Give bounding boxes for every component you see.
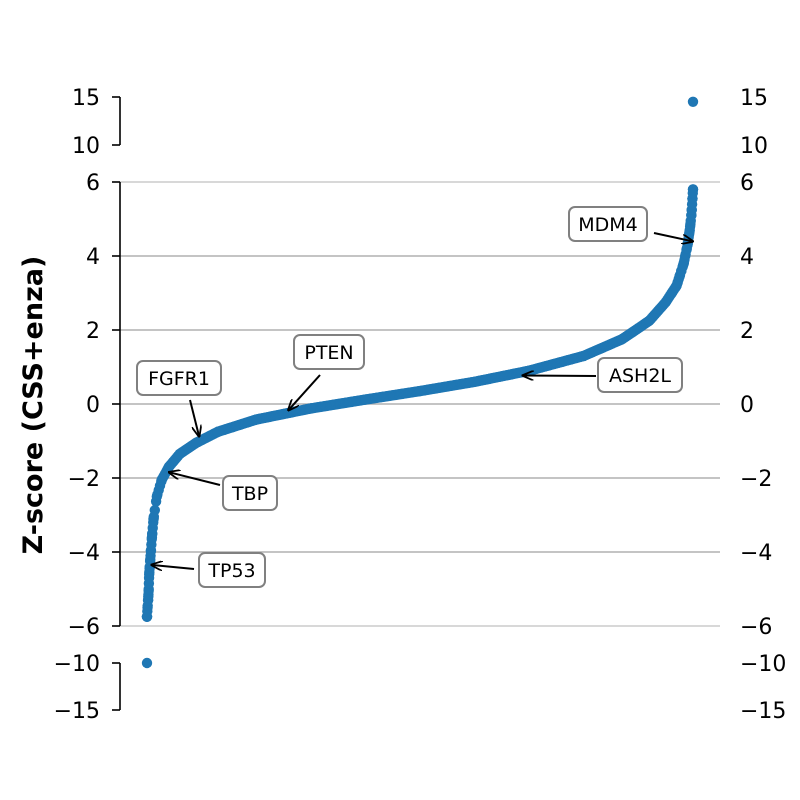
y-tick-label-left: −6 — [68, 615, 100, 640]
y-tick-label-right: 10 — [740, 134, 768, 159]
annotation-box — [597, 357, 683, 393]
y-tick-label-left: 10 — [72, 134, 100, 159]
y-tick-label-right: 4 — [740, 245, 754, 270]
annotation-arrow — [170, 472, 221, 486]
data-point — [163, 461, 175, 473]
annotation-box — [568, 206, 648, 242]
data-point — [360, 394, 371, 405]
axes — [112, 96, 121, 711]
y-tick-label-right: −15 — [740, 699, 786, 724]
data-point — [212, 426, 224, 437]
annotation-arrow — [189, 399, 199, 435]
data-point — [190, 437, 202, 449]
data-point — [660, 297, 671, 308]
y-tick-label-left: −2 — [68, 467, 100, 492]
y-tick-label-left: −15 — [54, 699, 100, 724]
data-point — [174, 448, 185, 460]
data-point — [644, 315, 655, 326]
annotation-label: MDM4 — [578, 214, 638, 236]
y-tick-label-left: 0 — [86, 393, 100, 418]
data-point — [156, 474, 167, 486]
y-tick-label-right: −6 — [740, 615, 772, 640]
y-tick-label-right: 6 — [740, 171, 754, 196]
data-point — [578, 350, 589, 362]
annotation-arrow — [289, 374, 321, 410]
y-axis-title: Z-score (CSS+enza) — [18, 256, 49, 555]
data-point — [414, 385, 426, 397]
data-point — [616, 334, 628, 345]
y-tick-label-right: 15 — [740, 86, 768, 111]
y-tick-label-left: −10 — [54, 652, 100, 677]
data-point — [151, 491, 163, 502]
y-tick-label-right: 2 — [740, 319, 754, 344]
outlier-point — [687, 96, 699, 108]
annotation-box — [136, 360, 222, 396]
annotation-label: PTEN — [304, 342, 353, 364]
annotation-arrow — [653, 232, 692, 241]
data-point — [305, 403, 316, 414]
y-tick-label-left: 2 — [86, 319, 100, 344]
y-tick-label-left: 4 — [86, 245, 100, 270]
data-point — [687, 187, 698, 199]
tick-labels: 15 15 10 10 6 6 4 4 2 2 0 0 −2 −2 −4 −4 −6 −6 −10 −10 −15 −15 — [54, 86, 787, 724]
y-tick-label-right: −10 — [740, 652, 786, 677]
y-tick-label-right: −4 — [740, 541, 772, 566]
annotation-box — [198, 552, 266, 588]
annotation-arrow — [152, 565, 195, 569]
data-point — [524, 365, 535, 376]
annotation-box — [293, 334, 365, 370]
annotations: MDM4 PTEN FGFR1 ASH2L TBP TP53 — [136, 206, 692, 588]
annotation-label: ASH2L — [609, 365, 671, 387]
y-tick-label-right: 0 — [740, 393, 754, 418]
data-point — [251, 414, 262, 425]
y-tick-label-left: 6 — [86, 171, 100, 196]
data-point — [469, 376, 480, 387]
annotation-label: FGFR1 — [148, 368, 210, 390]
annotation-label: TBP — [231, 483, 268, 505]
annotation-label: TP53 — [207, 560, 255, 582]
data-point — [148, 511, 160, 523]
y-tick-label-left: 15 — [72, 86, 100, 111]
y-tick-label-left: −4 — [68, 541, 100, 566]
y-tick-label-right: −2 — [740, 467, 772, 492]
outlier-point — [141, 657, 153, 669]
annotation-box — [222, 475, 278, 511]
